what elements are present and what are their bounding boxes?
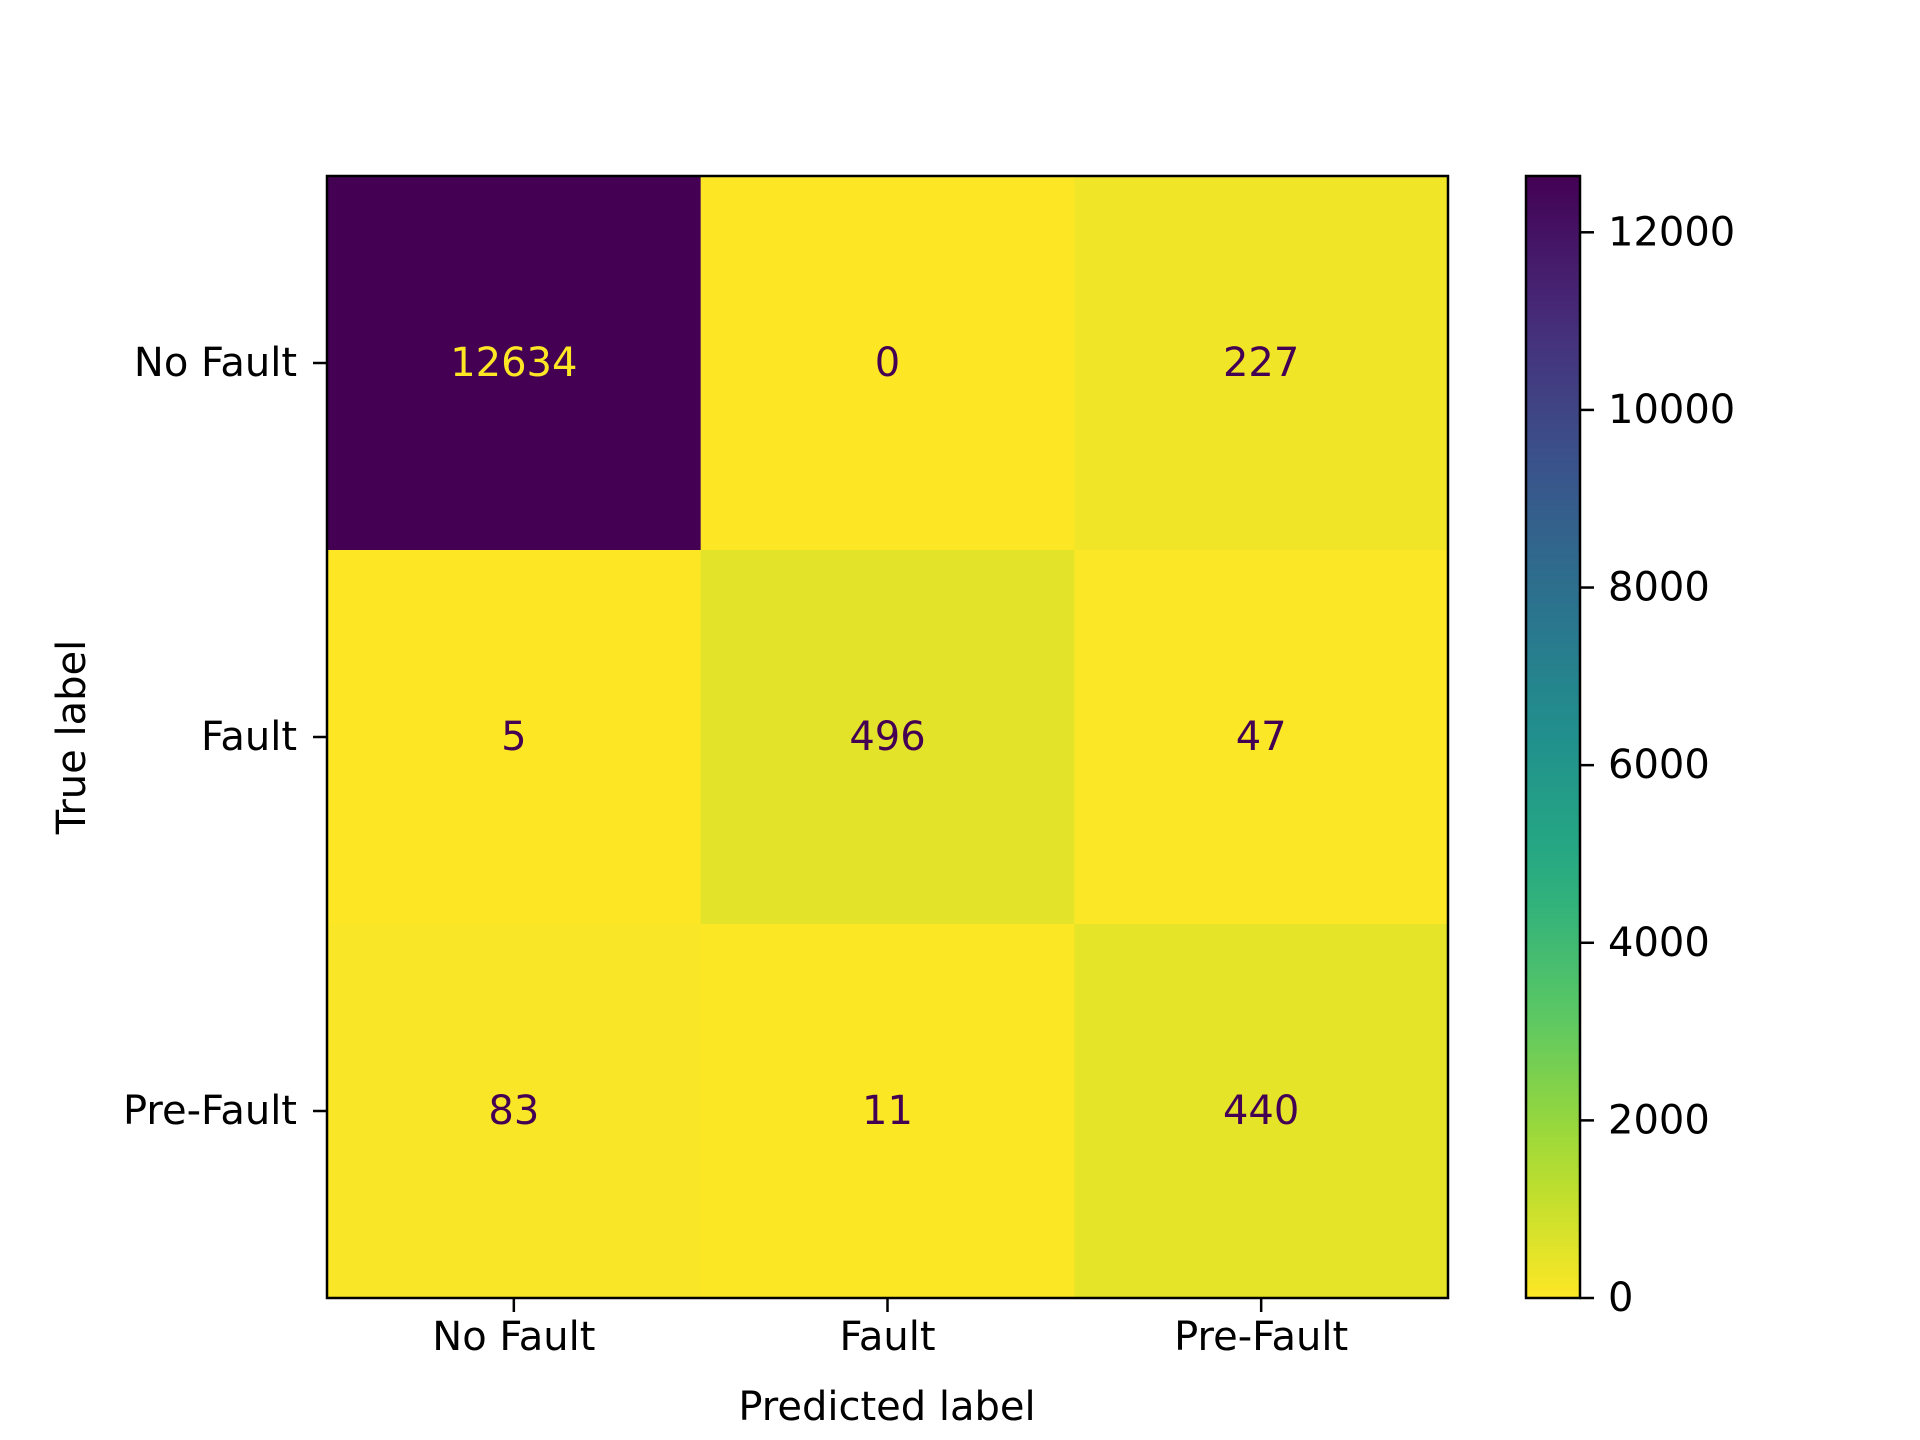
heatmap-cell-r1-c1 — [700, 550, 1075, 925]
cell-value-r1-c2: 47 — [1236, 714, 1287, 760]
heatmap-cell-r2-c1 — [700, 924, 1075, 1299]
cell-value-r0-c2: 227 — [1223, 340, 1299, 386]
y-tick-label: Fault — [201, 714, 297, 760]
heatmap-cell-r2-c2 — [1074, 924, 1449, 1299]
heatmap-cell-r0-c0 — [327, 176, 702, 551]
heatmap-cell-r2-c0 — [327, 924, 702, 1299]
colorbar-gradient — [1526, 176, 1580, 1298]
colorbar-tick-label: 4000 — [1608, 920, 1710, 966]
x-axis-label: Predicted label — [738, 1384, 1035, 1430]
colorbar-ticks: 0 2000 4000 6000 8000 10000 12000 — [1580, 209, 1735, 1321]
y-tick-label: No Fault — [134, 340, 297, 386]
cell-labels: 12634 0 227 5 496 47 83 11 440 — [450, 340, 1299, 1134]
colorbar-tick-label: 8000 — [1608, 565, 1710, 611]
x-axis: No Fault Fault Pre-Fault — [432, 1298, 1348, 1360]
cell-value-r0-c1: 0 — [875, 340, 900, 386]
y-axis-label: True label — [49, 640, 95, 835]
cell-value-r2-c0: 83 — [488, 1088, 539, 1134]
cell-value-r2-c1: 11 — [862, 1088, 913, 1134]
colorbar: 0 2000 4000 6000 8000 10000 12000 — [1524, 174, 1735, 1321]
x-tick-label: Pre-Fault — [1174, 1314, 1348, 1360]
colorbar-tick-label: 2000 — [1608, 1097, 1710, 1143]
cell-value-r1-c1: 496 — [849, 714, 925, 760]
colorbar-tick-label: 12000 — [1608, 209, 1735, 255]
x-tick-label: No Fault — [432, 1314, 595, 1360]
colorbar-frame — [1524, 174, 1582, 1300]
cell-value-r1-c0: 5 — [501, 714, 526, 760]
colorbar-tick-label: 6000 — [1608, 742, 1710, 788]
heatmap-cell-r1-c2 — [1074, 550, 1449, 925]
y-axis: No Fault Fault Pre-Fault — [123, 340, 327, 1134]
colorbar-tick-label: 10000 — [1608, 387, 1735, 433]
heatmap-cell-r0-c1 — [700, 176, 1075, 551]
y-tick-label: Pre-Fault — [123, 1088, 297, 1134]
heatmap-cells — [327, 176, 1449, 1299]
heatmap-cell-r1-c0 — [327, 550, 702, 925]
x-tick-label: Fault — [840, 1314, 936, 1360]
cell-value-r2-c2: 440 — [1223, 1088, 1299, 1134]
cell-value-r0-c0: 12634 — [450, 340, 577, 386]
heatmap-cell-r0-c2 — [1074, 176, 1449, 551]
colorbar-tick-label: 0 — [1608, 1275, 1633, 1321]
